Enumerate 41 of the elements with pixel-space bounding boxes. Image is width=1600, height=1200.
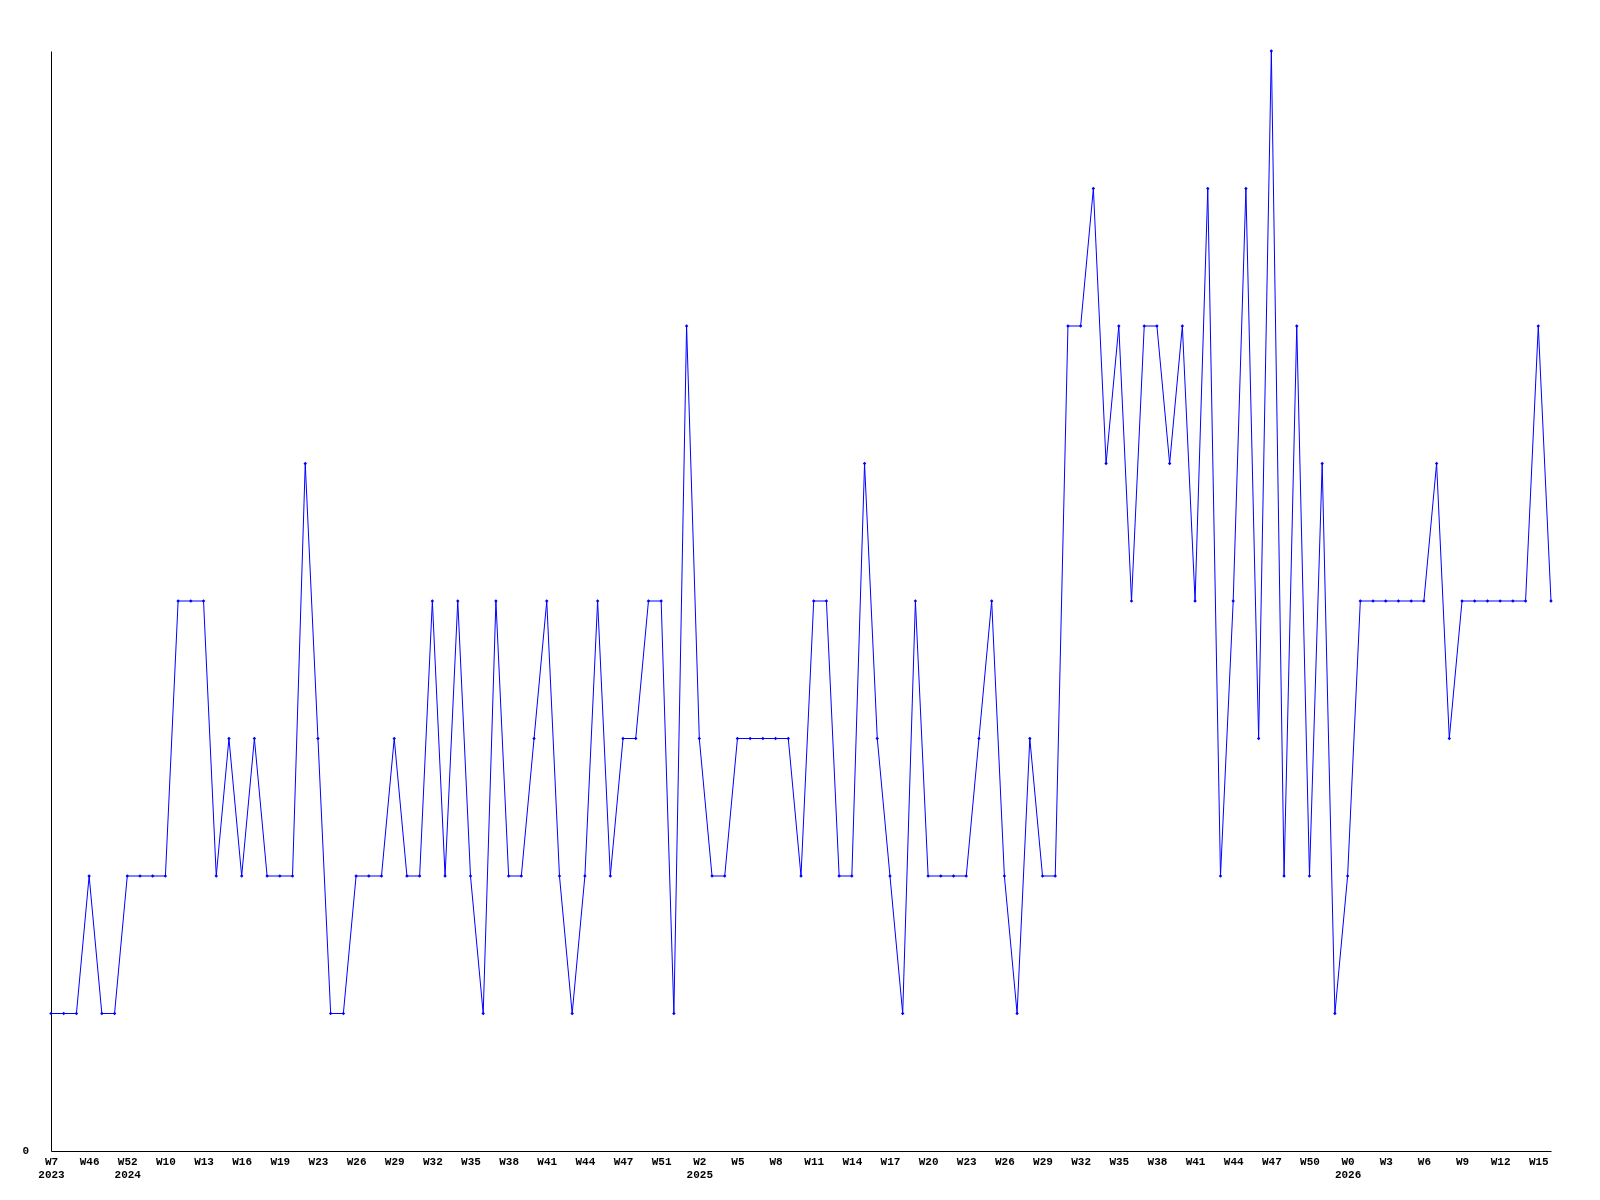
x-tick-label: W41	[537, 1155, 558, 1168]
x-tick-label: W20	[918, 1155, 939, 1168]
x-tick-label: W44	[1223, 1155, 1244, 1168]
x-tick-label: W12	[1490, 1155, 1511, 1168]
x-tick-label: W5	[731, 1155, 745, 1168]
x-tick-label: W32	[422, 1155, 443, 1168]
text: 0	[22, 1145, 29, 1157]
x-tick-label: W26	[346, 1155, 367, 1168]
x-tick-label: W26	[994, 1155, 1015, 1168]
x-tick-label: W10	[156, 1155, 176, 1168]
x-tick-label: W2 2025	[686, 1155, 714, 1181]
x-tick-label: W15	[1528, 1155, 1550, 1168]
x-tick-label: W47	[613, 1155, 634, 1168]
x-tick-label: W11	[804, 1155, 825, 1168]
x-tick-label: W17	[880, 1155, 901, 1168]
x-tick-label: W38	[1147, 1155, 1168, 1168]
x-tick-label: W16	[232, 1155, 253, 1168]
x-tick-label: W0 2026	[1334, 1155, 1362, 1181]
x-tick-label: W50	[1300, 1155, 1320, 1168]
x-tick-label: W35	[1109, 1155, 1130, 1168]
x-tick-label: W13	[194, 1155, 215, 1168]
x-tick-label: W14	[842, 1155, 863, 1168]
x-tick-label: W23	[308, 1155, 329, 1168]
x-tick-label: W7 2023	[38, 1155, 66, 1181]
x-tick-label: W29	[384, 1155, 405, 1168]
x-tick-label: W51	[651, 1155, 672, 1168]
x-tick-label: W52 2024	[114, 1155, 142, 1181]
x-tick-label: W44	[575, 1155, 596, 1168]
x-tick-label: W38	[499, 1155, 520, 1168]
x-tick-label: W41	[1185, 1155, 1206, 1168]
x-tick-label: W6	[1417, 1155, 1431, 1168]
x-tick-label: W9	[1455, 1155, 1470, 1168]
x-tick-label: W35	[461, 1155, 482, 1168]
x-tick-label: W23	[956, 1155, 978, 1168]
x-tick-label: W29	[1033, 1155, 1053, 1168]
x-tick-label: W32	[1071, 1155, 1092, 1168]
x-tick-label: W46	[79, 1155, 100, 1168]
x-tick-label: W8	[769, 1155, 784, 1168]
x-tick-label: W19	[270, 1155, 291, 1168]
x-tick-label: W3	[1379, 1155, 1394, 1168]
x-tick-label: W47	[1261, 1155, 1282, 1168]
